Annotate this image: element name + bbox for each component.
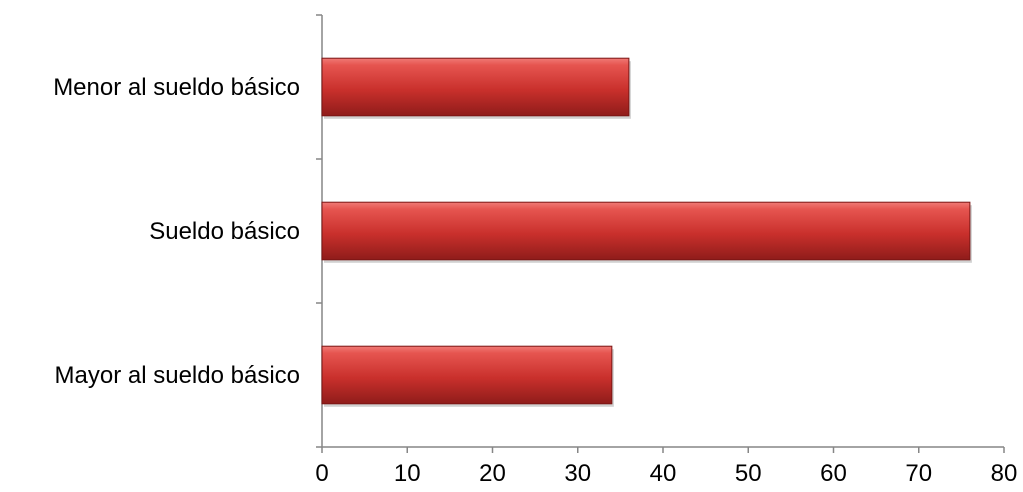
bars <box>321 57 972 407</box>
x-tick-label: 50 <box>735 460 762 487</box>
x-tick-label: 10 <box>394 460 421 487</box>
x-tick-label: 0 <box>315 460 328 487</box>
bar <box>321 345 613 405</box>
category-label: Sueldo básico <box>149 218 300 245</box>
x-tick-label: 80 <box>991 460 1018 487</box>
category-label: Mayor al sueldo básico <box>55 362 300 389</box>
x-tick-label: 30 <box>564 460 591 487</box>
y-ticks <box>316 14 322 448</box>
bar <box>321 201 971 261</box>
x-tick-label: 60 <box>820 460 847 487</box>
x-ticks <box>321 447 1005 453</box>
x-tick-label: 70 <box>905 460 932 487</box>
x-tick-label: 40 <box>650 460 677 487</box>
x-tick-labels: 0 10 20 30 40 50 60 70 80 <box>315 460 1017 487</box>
x-tick-label: 20 <box>479 460 506 487</box>
bar <box>321 57 630 117</box>
category-label: Menor al sueldo básico <box>53 74 300 101</box>
category-labels: Menor al sueldo básico Sueldo básico Mayor… <box>53 74 300 389</box>
